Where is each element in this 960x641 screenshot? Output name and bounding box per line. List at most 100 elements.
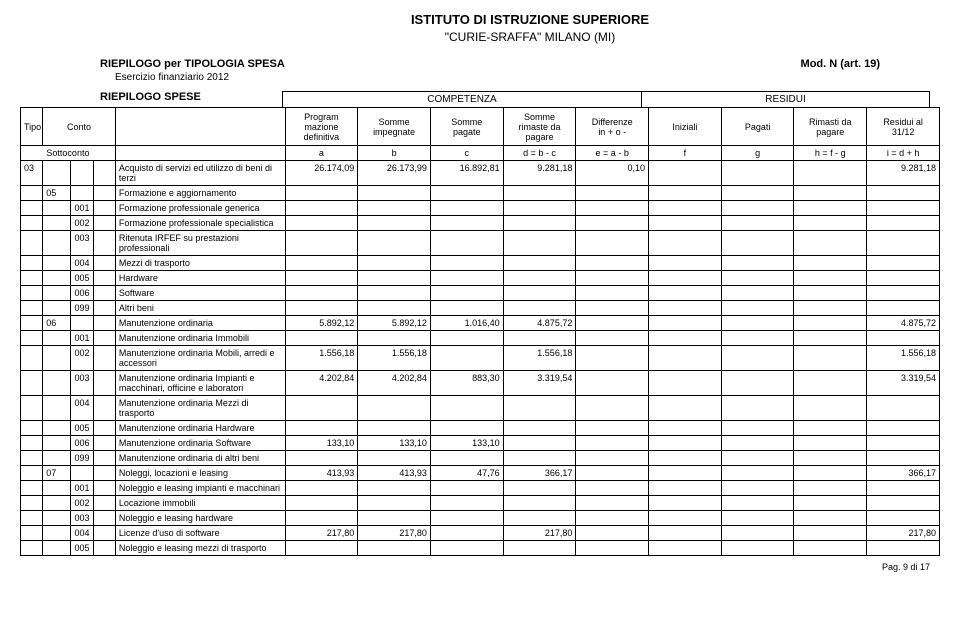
table-cell: 16.892,81	[430, 161, 503, 186]
table-cell	[649, 256, 722, 271]
table-cell	[21, 346, 43, 371]
table-cell	[430, 186, 503, 201]
table-cell	[576, 256, 649, 271]
table-cell	[21, 511, 43, 526]
table-cell: 9.281,18	[503, 161, 576, 186]
table-cell	[794, 481, 867, 496]
table-cell: 133,10	[358, 436, 431, 451]
table-cell	[358, 451, 431, 466]
table-cell	[721, 331, 794, 346]
table-cell	[649, 371, 722, 396]
table-cell: 005	[71, 271, 93, 286]
table-cell	[867, 231, 940, 256]
table-cell: Acquisto di servizi ed utilizzo di beni …	[115, 161, 285, 186]
table-cell	[430, 301, 503, 316]
table-cell	[21, 186, 43, 201]
table-cell: 217,80	[503, 526, 576, 541]
table-cell	[503, 396, 576, 421]
table-cell: Ritenuta IRFEF su prestazioni profession…	[115, 231, 285, 256]
table-cell	[794, 331, 867, 346]
table-cell	[503, 511, 576, 526]
table-cell	[576, 371, 649, 396]
table-row: 003Noleggio e leasing hardware	[21, 511, 940, 526]
table-cell	[285, 186, 358, 201]
table-row: 004Licenze d'uso di software217,80217,80…	[21, 526, 940, 541]
table-cell	[503, 201, 576, 216]
table-cell	[794, 186, 867, 201]
table-cell	[93, 346, 115, 371]
table-cell	[867, 201, 940, 216]
table-cell	[576, 436, 649, 451]
table-cell	[43, 256, 71, 271]
formula-d: d = b - c	[503, 146, 576, 161]
table-cell	[576, 496, 649, 511]
table-cell: 3.319,54	[867, 371, 940, 396]
col-pagati: Pagati	[721, 108, 794, 146]
table-cell: 004	[71, 256, 93, 271]
table-cell	[358, 231, 431, 256]
table-cell	[430, 231, 503, 256]
table-cell	[721, 201, 794, 216]
table-cell	[721, 271, 794, 286]
table-cell	[43, 346, 71, 371]
table-cell	[576, 186, 649, 201]
table-cell	[721, 231, 794, 256]
table-cell	[649, 541, 722, 556]
table-cell	[358, 481, 431, 496]
table-cell: 1.556,18	[358, 346, 431, 371]
table-cell	[576, 231, 649, 256]
table-row: 005Manutenzione ordinaria Hardware	[21, 421, 940, 436]
table-cell	[649, 231, 722, 256]
table-cell	[503, 451, 576, 466]
table-cell	[93, 286, 115, 301]
table-cell	[649, 201, 722, 216]
table-cell	[649, 496, 722, 511]
table-cell: 005	[71, 541, 93, 556]
table-cell	[503, 216, 576, 231]
table-cell	[649, 436, 722, 451]
table-cell	[721, 436, 794, 451]
table-cell: 002	[71, 346, 93, 371]
table-cell	[93, 481, 115, 496]
table-cell	[93, 396, 115, 421]
table-cell	[649, 526, 722, 541]
table-cell: 26.174,09	[285, 161, 358, 186]
table-cell	[358, 421, 431, 436]
table-cell	[285, 481, 358, 496]
table-cell	[794, 256, 867, 271]
table-cell	[794, 466, 867, 481]
table-cell	[867, 286, 940, 301]
table-cell: Manutenzione ordinaria Software	[115, 436, 285, 451]
table-cell	[358, 186, 431, 201]
table-cell	[430, 526, 503, 541]
table-row: 03Acquisto di servizi ed utilizzo di ben…	[21, 161, 940, 186]
table-cell	[285, 541, 358, 556]
table-cell	[285, 331, 358, 346]
report-title: RIEPILOGO per TIPOLOGIA SPESA	[100, 58, 285, 70]
table-cell: 4.202,84	[358, 371, 431, 396]
table-cell	[21, 256, 43, 271]
table-cell	[721, 186, 794, 201]
table-cell	[21, 466, 43, 481]
table-cell	[93, 201, 115, 216]
table-cell	[93, 421, 115, 436]
table-cell: 133,10	[285, 436, 358, 451]
sottoconto-label: Sottoconto	[21, 146, 116, 161]
table-cell: 1.556,18	[285, 346, 358, 371]
table-row: 002Locazione immobili	[21, 496, 940, 511]
table-cell	[358, 301, 431, 316]
table-cell	[21, 216, 43, 231]
table-cell	[721, 316, 794, 331]
table-cell: 3.319,54	[503, 371, 576, 396]
table-cell: Manutenzione ordinaria Immobili	[115, 331, 285, 346]
table-cell	[649, 161, 722, 186]
col-rimasti: Rimasti da pagare	[794, 108, 867, 146]
table-body: 03Acquisto di servizi ed utilizzo di ben…	[21, 161, 940, 556]
exercise-year: Esercizio finanziario 2012	[20, 72, 940, 83]
table-cell	[285, 451, 358, 466]
table-cell	[358, 216, 431, 231]
table-cell: 217,80	[867, 526, 940, 541]
table-cell	[503, 256, 576, 271]
table-cell	[358, 541, 431, 556]
table-cell: 099	[71, 451, 93, 466]
